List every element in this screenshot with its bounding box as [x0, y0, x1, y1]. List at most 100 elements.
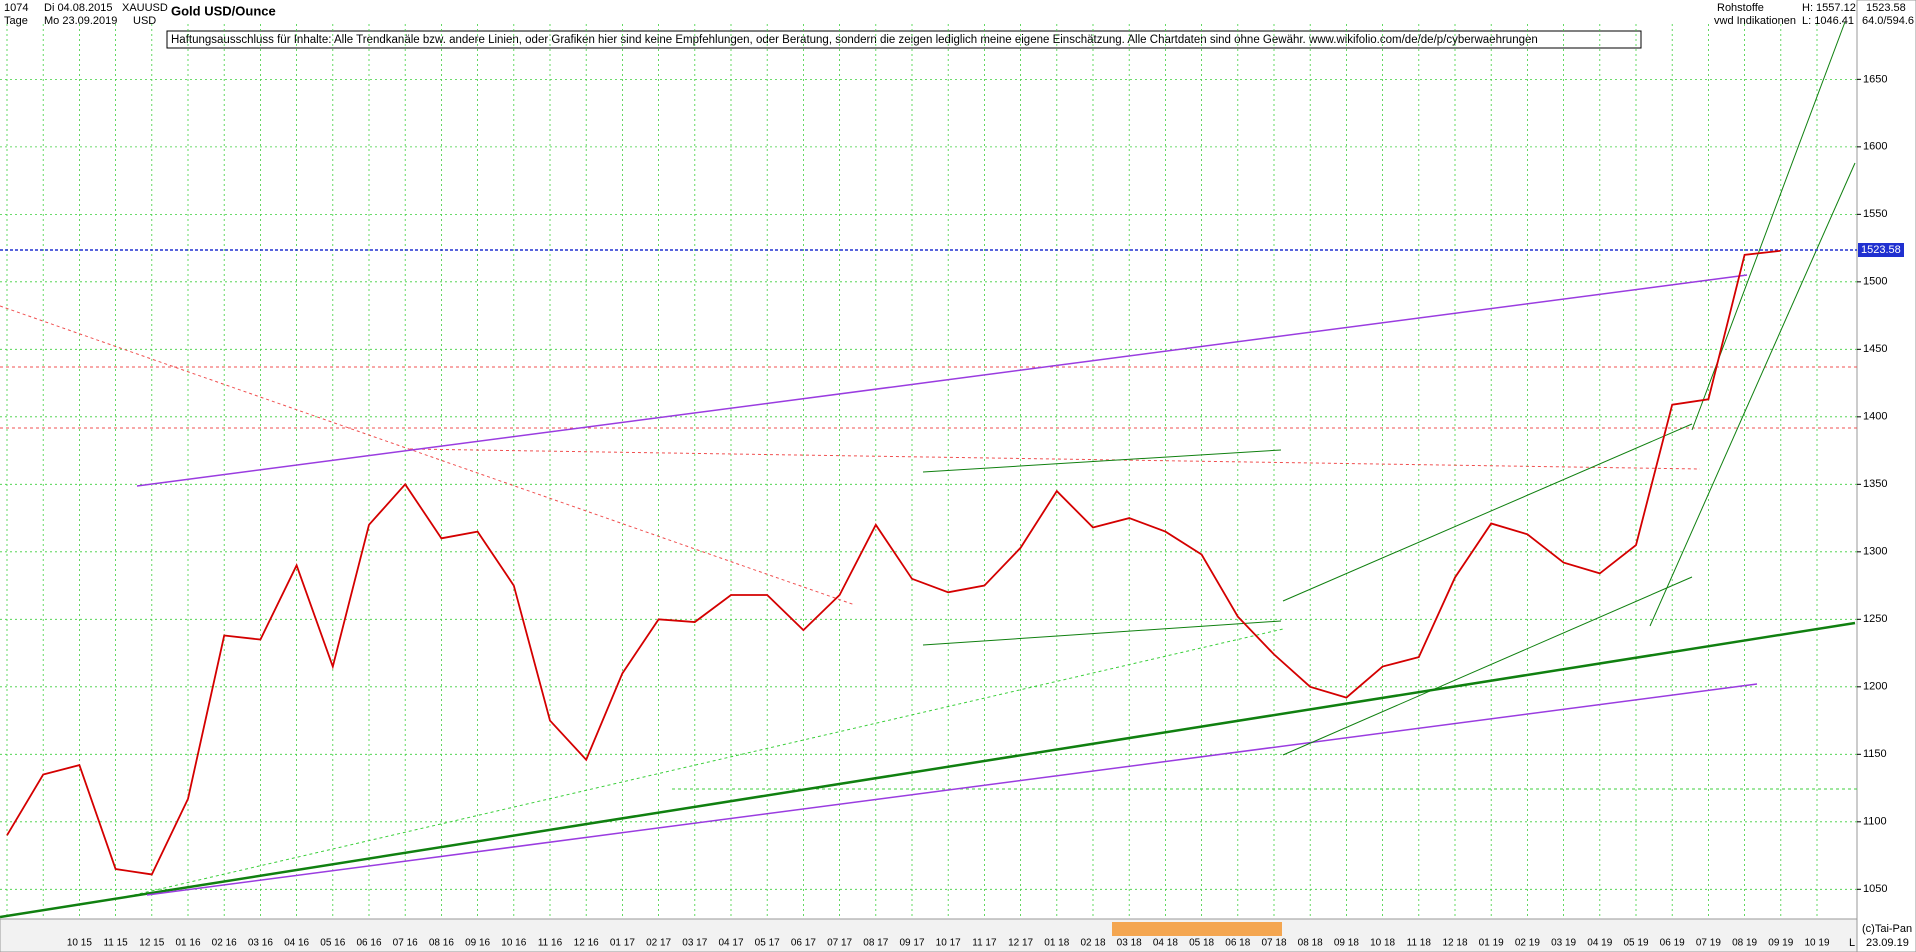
x-tick-label: 01 16	[175, 938, 200, 949]
x-tick-label: 08 19	[1732, 938, 1757, 949]
x-tick-label: 10 18	[1370, 938, 1395, 949]
last-price-top: 1523.58	[1866, 2, 1906, 14]
y-tick-label: 1100	[1863, 816, 1887, 828]
trendline	[922, 620, 1282, 646]
x-tick-label: 06 16	[356, 938, 381, 949]
source: vwd Indikationen	[1714, 15, 1796, 27]
last-price-box	[1858, 243, 1904, 258]
y-tick-label: 1450	[1863, 343, 1887, 355]
y-tick-label: 1400	[1863, 411, 1887, 423]
trendline	[1282, 576, 1693, 756]
symbol: XAUUSD	[122, 2, 168, 14]
x-tick-label: 03 19	[1551, 938, 1576, 949]
x-tick-label: 08 17	[863, 938, 888, 949]
scale-mode: L	[1849, 937, 1855, 949]
x-tick-label: 11 15	[103, 938, 128, 949]
x-tick-label: 06 18	[1225, 938, 1250, 949]
x-tick-label: 02 19	[1515, 938, 1540, 949]
trendline	[1649, 162, 1856, 627]
x-tick-label: 10 19	[1804, 938, 1829, 949]
x-tick-label: 09 19	[1768, 938, 1793, 949]
x-tick-label: 12 15	[139, 938, 164, 949]
y-tick-label: 1500	[1863, 276, 1887, 288]
x-tick-label: 07 16	[393, 938, 418, 949]
x-tick-label: 05 17	[755, 938, 780, 949]
x-tick-label: 10 17	[936, 938, 961, 949]
y-tick-label: 1350	[1863, 478, 1887, 490]
trendline	[0, 621, 1856, 919]
x-tick-label: 06 17	[791, 938, 816, 949]
x-tick-label: 05 18	[1189, 938, 1214, 949]
x-tick-label: 04 17	[718, 938, 743, 949]
price-line	[6, 249, 1781, 876]
disclaimer: Haftungsausschluss für Inhalte: Alle Tre…	[171, 34, 1538, 46]
trendline	[133, 628, 1284, 896]
x-tick-label: 04 18	[1153, 938, 1178, 949]
x-tick-label: 01 17	[610, 938, 635, 949]
y-tick-label: 1650	[1863, 73, 1887, 85]
header: 1074 Di 04.08.2015 Tage Mo 23.09.2019 XA…	[4, 2, 1914, 949]
time-axis	[0, 918, 1858, 952]
trendline	[0, 305, 856, 606]
trendline	[1282, 423, 1693, 602]
x-tick-label: 08 18	[1298, 938, 1323, 949]
disclaimer-box	[166, 30, 1642, 49]
x-tick-label: 11 17	[972, 938, 997, 949]
copyright: (c)Tai-Pan	[1862, 923, 1912, 935]
x-tick-label: 08 16	[429, 938, 454, 949]
axis-info: 64.0/594.6	[1862, 15, 1914, 27]
x-tick-label: 09 17	[899, 938, 924, 949]
date-to: Mo 23.09.2019	[44, 15, 117, 27]
date-from: Di 04.08.2015	[44, 2, 113, 14]
trendline	[409, 448, 1701, 470]
x-tick-label: 02 18	[1080, 938, 1105, 949]
x-tick-label: 06 19	[1660, 938, 1685, 949]
y-tick-label: 1550	[1863, 208, 1887, 220]
x-tick-label: 07 18	[1261, 938, 1286, 949]
x-tick-label: 07 19	[1696, 938, 1721, 949]
x-tick-label: 02 16	[212, 938, 237, 949]
trendline	[922, 449, 1282, 473]
x-tick-label: 10 15	[67, 938, 92, 949]
axis-panel	[1856, 0, 1916, 952]
y-tick-label: 1300	[1863, 546, 1887, 558]
x-tick-label: 05 19	[1623, 938, 1648, 949]
x-tick-label: 12 16	[574, 938, 599, 949]
low: L: 1046.41	[1802, 15, 1854, 27]
period: Tage	[4, 15, 28, 27]
highlight-range	[1112, 922, 1282, 936]
x-tick-label: 09 16	[465, 938, 490, 949]
trendline	[136, 274, 1748, 487]
trendlines	[0, 21, 1857, 919]
x-tick-label: 03 18	[1117, 938, 1142, 949]
trendline	[146, 683, 1758, 896]
x-tick-label: 03 16	[248, 938, 273, 949]
chart-title: Gold USD/Ounce	[171, 3, 276, 18]
x-tick-label: 11 18	[1407, 938, 1432, 949]
x-tick-label: 07 17	[827, 938, 852, 949]
high: H: 1557.12	[1802, 2, 1856, 14]
x-tick-label: 09 18	[1334, 938, 1359, 949]
y-tick-label: 1250	[1863, 613, 1887, 625]
x-tick-label: 02 17	[646, 938, 671, 949]
date-end: 23.09.19	[1866, 937, 1909, 949]
x-tick-label: 10 16	[501, 938, 526, 949]
currency: USD	[133, 15, 156, 27]
x-tick-label: 01 18	[1044, 938, 1069, 949]
x-tick-label: 03 17	[682, 938, 707, 949]
x-tick-label: 11 16	[538, 938, 563, 949]
x-tick-label: 12 18	[1442, 938, 1467, 949]
last-price-label: 1523.58	[1861, 244, 1901, 256]
y-tick-label: 1050	[1863, 883, 1887, 895]
y-tick-label: 1600	[1863, 141, 1887, 153]
y-tick-label: 1200	[1863, 681, 1887, 693]
y-tick-label: 1150	[1863, 748, 1887, 760]
x-tick-label: 01 19	[1479, 938, 1504, 949]
chart-id: 1074	[4, 2, 28, 14]
x-tick-label: 04 19	[1587, 938, 1612, 949]
x-tick-label: 05 16	[320, 938, 345, 949]
x-tick-label: 12 17	[1008, 938, 1033, 949]
